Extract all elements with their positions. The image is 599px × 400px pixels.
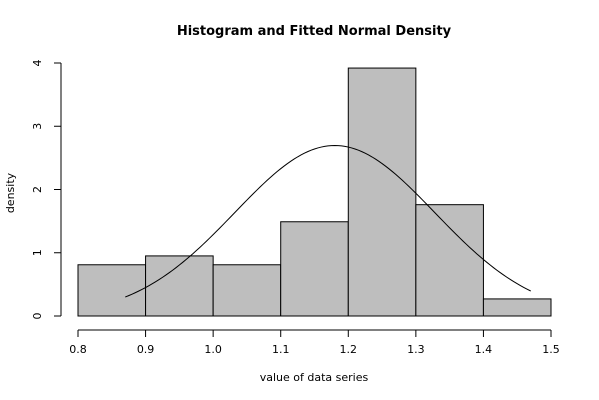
histogram-bar xyxy=(415,204,484,317)
y-tick-label: 2 xyxy=(31,186,44,193)
x-tick-label: 1.0 xyxy=(204,343,222,356)
x-tick-label: 1.5 xyxy=(542,343,560,356)
histogram-bars xyxy=(77,67,552,317)
x-tick-label: 0.8 xyxy=(69,343,87,356)
y-axis: 0 1 2 3 4 xyxy=(31,60,62,320)
y-axis-label: density xyxy=(4,172,17,213)
x-axis-label: value of data series xyxy=(260,371,369,384)
y-tick-label: 4 xyxy=(31,60,44,67)
x-tick-label: 1.3 xyxy=(407,343,425,356)
histogram-bar xyxy=(347,67,417,317)
histogram-bar xyxy=(212,264,282,317)
y-tick-label: 0 xyxy=(31,313,44,320)
y-tick-label: 3 xyxy=(31,123,44,130)
y-tick-label: 1 xyxy=(31,249,44,256)
histogram-bar xyxy=(77,264,147,317)
x-tick-label: 0.9 xyxy=(137,343,155,356)
x-tick-label: 1.1 xyxy=(272,343,290,356)
x-axis: 0.8 0.9 1.0 1.1 1.2 1.3 1.4 1.5 xyxy=(69,329,560,356)
histogram-bar xyxy=(280,221,349,317)
x-tick-label: 1.2 xyxy=(340,343,358,356)
histogram-bar xyxy=(145,255,214,317)
histogram-bar xyxy=(482,298,552,317)
fitted-normal-curve xyxy=(125,145,531,298)
x-tick-label: 1.4 xyxy=(475,343,493,356)
chart-title: Histogram and Fitted Normal Density xyxy=(177,24,452,39)
